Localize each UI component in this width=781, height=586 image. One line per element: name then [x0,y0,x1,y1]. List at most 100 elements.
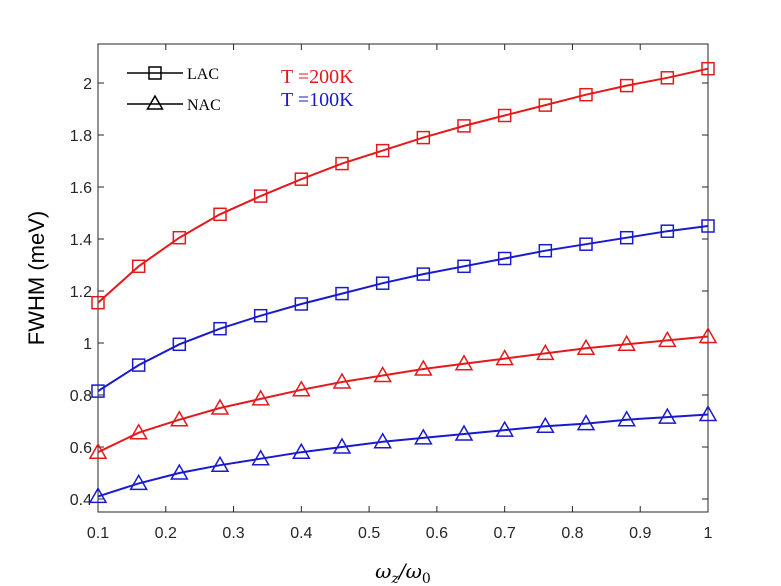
y-tick-label: 1 [83,336,92,353]
point-nac-t-200k [251,389,270,406]
series-line-lac-t-100k [97,225,709,392]
x-tick-label: 1 [704,525,713,542]
point-nac-t-100k [251,449,270,466]
point-lac-t-200k [416,130,431,145]
point-lac-t-200k [375,143,390,158]
point-nac-t-100k [576,414,596,431]
point-nac-t-100k [495,420,514,437]
point-lac-t-100k [538,243,553,258]
legend-marker-triangle [146,94,164,110]
x-tick-label: 0.7 [494,525,516,542]
point-nac-t-200k [170,410,189,427]
y-axis-label: FWHM (meV) [24,211,49,345]
point-lac-t-100k [660,224,675,238]
point-lac-t-200k [701,61,715,76]
legend-label-nac: NAC [187,97,221,114]
x-tick-label: 0.6 [426,525,448,542]
point-lac-t-200k [294,172,309,186]
point-lac-t-200k [131,259,146,274]
point-nac-t-100k [373,432,392,449]
point-nac-t-100k [88,486,108,504]
point-nac-t-200k [454,354,474,371]
point-lac-t-100k [335,286,349,301]
x-tick-label: 0.3 [222,525,244,542]
point-lac-t-100k [416,267,431,281]
point-nac-t-200k [414,359,433,376]
point-lac-t-100k [213,321,227,336]
point-nac-t-100k [658,407,677,424]
legend-marker-square [148,66,162,80]
point-lac-t-200k [91,295,105,310]
point-lac-t-100k [172,337,187,352]
point-lac-t-200k [335,156,349,171]
y-tick-label: 1.2 [70,284,92,301]
point-lac-t-100k [253,308,268,323]
y-tick-label: 2 [83,76,92,93]
x-tick-label: 0.2 [155,525,177,542]
x-axis-label-slash: /ω [397,559,422,583]
point-lac-t-100k [375,276,390,290]
series-line-lac-t-200k [97,67,709,304]
point-lac-t-100k [497,251,512,266]
x-tick-label: 0.8 [561,525,583,542]
point-nac-t-100k [332,437,352,454]
point-lac-t-200k [660,71,675,85]
point-nac-t-100k [698,404,718,422]
x-axis-label-omega: ω [375,559,391,583]
point-nac-t-100k [210,455,230,472]
point-lac-t-100k [701,219,715,233]
point-lac-t-100k [457,259,471,274]
point-nac-t-200k [658,330,677,348]
point-nac-t-200k [495,349,514,366]
point-nac-t-100k [292,442,311,459]
point-lac-t-200k [538,98,553,112]
point-nac-t-100k [129,473,148,491]
annotation-t100k: T =100K [281,89,354,111]
series-layer [88,61,718,504]
y-tick-label: 0.6 [70,440,92,457]
point-nac-t-100k [454,424,474,441]
annotation-t200k: T =200K [281,66,354,88]
point-lac-t-200k [579,87,593,102]
point-nac-t-200k [332,372,352,389]
point-lac-t-200k [253,189,268,203]
y-tick-label: 1.8 [70,128,92,145]
legend: LAC NAC [127,66,221,114]
y-tick-label: 1.6 [70,180,92,197]
series-line-nac-t-100k [97,413,709,498]
x-tick-label: 0.4 [290,525,312,542]
y-tick-label: 0.4 [70,492,92,509]
x-axis-label-sub-0: 0 [422,571,431,586]
point-lac-t-200k [619,78,634,93]
point-lac-t-200k [172,230,187,245]
point-nac-t-200k [576,338,596,355]
point-nac-t-200k [210,398,230,415]
x-tick-label: 0.9 [629,525,651,542]
y-tick-label: 0.8 [70,388,92,405]
point-nac-t-100k [536,416,555,433]
point-nac-t-200k [698,326,718,344]
point-nac-t-200k [88,442,108,459]
x-tick-label: 0.1 [87,525,109,542]
legend-label-lac: LAC [187,66,219,83]
point-nac-t-100k [414,428,433,445]
point-nac-t-200k [292,380,311,397]
point-nac-t-200k [617,334,636,352]
point-lac-t-200k [213,207,227,222]
point-nac-t-200k [373,365,392,383]
point-lac-t-100k [619,230,634,245]
x-axis-label-sub-z: z [390,571,399,586]
x-axis-label: ωz/ω0 [375,559,431,586]
point-nac-t-100k [617,410,636,427]
point-lac-t-100k [131,358,146,372]
point-lac-t-100k [294,297,309,311]
point-lac-t-200k [497,108,512,123]
point-lac-t-200k [457,119,471,133]
y-tick-label: 1.4 [70,232,92,249]
point-nac-t-200k [129,423,148,440]
axis-ticks: 0.1 0.2 0.3 0.4 0.5 0.6 0.7 0.8 0.9 1 0.4 0.6 0.8 1 1.… [70,44,713,542]
series-line-nac-t-200k [97,335,709,454]
x-tick-label: 0.5 [358,525,380,542]
point-nac-t-200k [536,343,555,361]
